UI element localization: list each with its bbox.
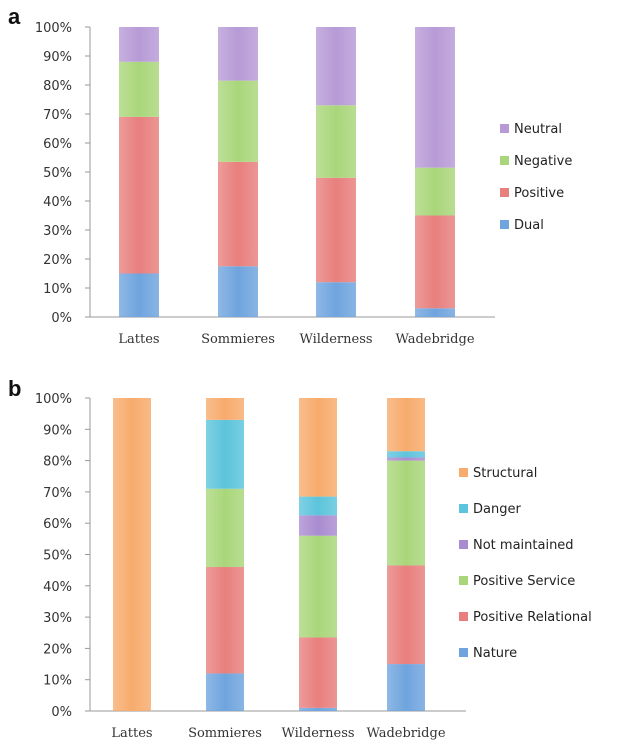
y-tick-label: 20% <box>43 642 72 657</box>
bar-segment-sommieres-positive-relational <box>206 567 244 674</box>
legend-swatch-danger <box>459 504 468 513</box>
bar-segment-lattes-dual <box>119 273 159 317</box>
bar-segment-sommieres-positive <box>218 161 258 267</box>
bar-segment-wilderness-danger <box>299 496 337 516</box>
legend-swatch-neutral <box>500 124 509 133</box>
x-category-label: Lattes <box>111 726 152 741</box>
bar-segment-wadebridge-dual <box>415 308 455 317</box>
bar-segment-sommieres-neutral <box>218 27 258 81</box>
bar-segment-wadebridge-positive <box>415 215 455 309</box>
bar-segment-wilderness-positive <box>316 177 356 283</box>
panel-b: b 0% 10% 20% 30% 40% 50% 60% 70% 80% 90% 100% Lattes… <box>8 376 592 741</box>
y-tick-label: 80% <box>43 79 72 94</box>
bar-segment-wilderness-positive-service <box>299 535 337 638</box>
legend-label-positive-relational: Positive Relational <box>473 610 592 625</box>
legend-label-danger: Danger <box>473 502 521 517</box>
x-category-label: Lattes <box>118 332 159 347</box>
y-tick-label: 60% <box>43 517 72 532</box>
y-tick-label: 40% <box>43 195 72 210</box>
x-category-label: Sommieres <box>201 332 275 347</box>
bar-segment-wadebridge-negative <box>415 167 455 216</box>
y-tick-label: 100% <box>35 21 72 36</box>
y-tick-label: 40% <box>43 580 72 595</box>
bar-segment-lattes-negative <box>119 61 159 117</box>
bar-segment-wilderness-nature <box>299 707 337 711</box>
legend-swatch-negative <box>500 156 509 165</box>
legend-label-not-maintained: Not maintained <box>473 538 574 553</box>
legend-swatch-nature <box>459 648 468 657</box>
bar-segment-wilderness-dual <box>316 282 356 317</box>
bar-segment-sommieres-positive-service <box>206 488 244 568</box>
legend-label-positive: Positive <box>514 186 564 201</box>
y-tick-label: 70% <box>43 486 72 501</box>
bar-segment-wadebridge-structural <box>387 398 425 452</box>
x-category-label: Wilderness <box>299 332 372 347</box>
bar-segment-sommieres-danger <box>206 419 244 489</box>
bar-segment-wadebridge-danger <box>387 451 425 458</box>
legend-label-nature: Nature <box>473 646 517 661</box>
bar-segment-sommieres-dual <box>218 266 258 317</box>
y-tick-label: 30% <box>43 224 72 239</box>
bar-segment-wilderness-negative <box>316 105 356 178</box>
y-tick-label: 0% <box>51 311 72 326</box>
panel-a: a 0% 10% 20% 30% 40% 50% 60% 70% 80% 90% 100% Lattes… <box>8 4 572 347</box>
y-tick-label: 90% <box>43 50 72 65</box>
x-category-label: Wilderness <box>281 726 354 741</box>
y-tick-label: 0% <box>51 705 72 720</box>
legend-label-negative: Negative <box>514 154 572 169</box>
y-tick-label: 60% <box>43 137 72 152</box>
y-tick-label: 50% <box>43 549 72 564</box>
y-tick-label: 50% <box>43 166 72 181</box>
y-tick-label: 80% <box>43 455 72 470</box>
legend-label-structural: Structural <box>473 466 537 481</box>
panel-label: a <box>8 4 21 29</box>
bar-segment-sommieres-structural <box>206 398 244 420</box>
bar-segment-lattes-structural <box>113 398 151 711</box>
legend-swatch-dual <box>500 220 509 229</box>
bar-segment-wadebridge-neutral <box>415 27 455 168</box>
bar-segment-wilderness-not-maintained <box>299 515 337 536</box>
legend-label-dual: Dual <box>514 218 544 233</box>
bar-segment-wadebridge-nature <box>387 664 425 711</box>
legend-swatch-positive-service <box>459 576 468 585</box>
bar-segment-lattes-positive <box>119 116 159 274</box>
bar-segment-wilderness-positive-relational <box>299 637 337 708</box>
bar-segment-wadebridge-positive-service <box>387 460 425 566</box>
y-tick-label: 10% <box>43 674 72 689</box>
bar-segment-lattes-neutral <box>119 27 159 62</box>
bar-segment-wilderness-structural <box>299 398 337 497</box>
legend-label-neutral: Neutral <box>514 122 562 137</box>
y-tick-label: 70% <box>43 108 72 123</box>
y-tick-label: 20% <box>43 253 72 268</box>
x-category-label: Sommieres <box>188 726 262 741</box>
legend-label-positive-service: Positive Service <box>473 574 575 589</box>
y-tick-label: 10% <box>43 282 72 297</box>
legend-swatch-structural <box>459 468 468 477</box>
panel-label: b <box>8 376 21 401</box>
bar-segment-sommieres-nature <box>206 673 244 711</box>
bar-segment-sommieres-negative <box>218 80 258 162</box>
legend-swatch-positive <box>500 188 509 197</box>
bar-segment-wadebridge-not-maintained <box>387 457 425 461</box>
legend-swatch-positive-relational <box>459 612 468 621</box>
x-category-label: Wadebridge <box>366 726 445 741</box>
y-tick-label: 100% <box>35 392 72 407</box>
x-category-label: Wadebridge <box>395 332 474 347</box>
bar-segment-wilderness-neutral <box>316 27 356 106</box>
y-tick-label: 30% <box>43 611 72 626</box>
legend-swatch-not-maintained <box>459 540 468 549</box>
y-tick-label: 90% <box>43 423 72 438</box>
bar-segment-wadebridge-positive-relational <box>387 565 425 665</box>
